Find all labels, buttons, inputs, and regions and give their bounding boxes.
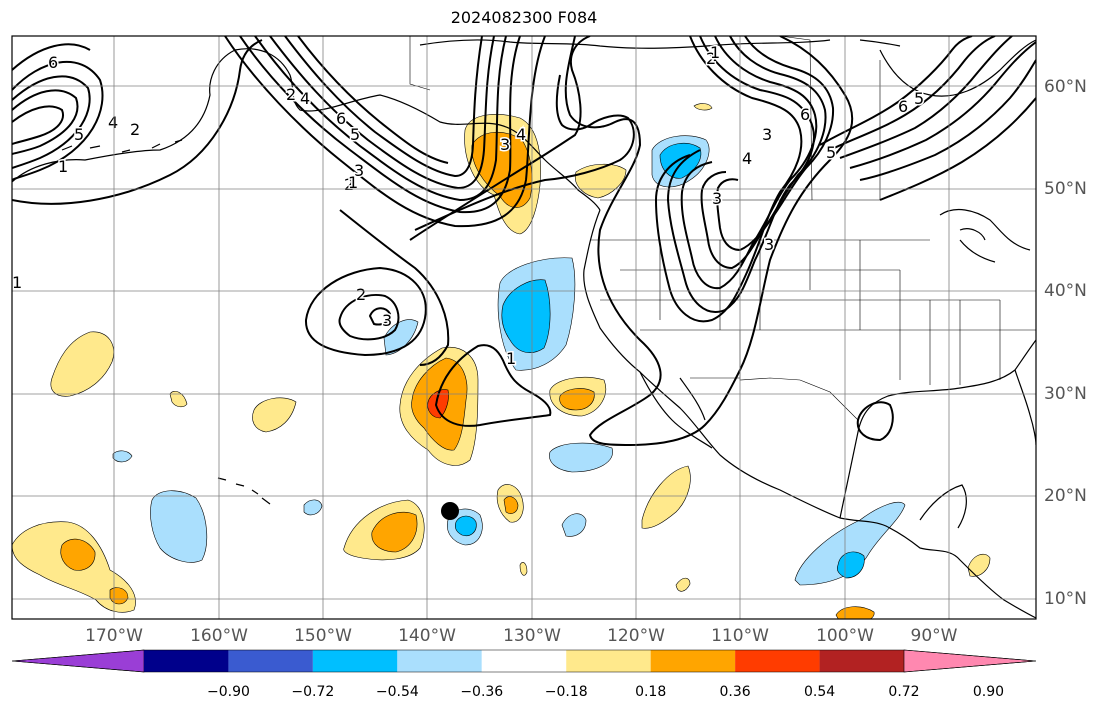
colorbar-segment	[481, 650, 567, 672]
graticule	[12, 36, 1036, 619]
colorbar-tick-label: −0.72	[291, 684, 335, 700]
contour-label: 6	[898, 97, 908, 116]
colorbar-segment	[144, 650, 229, 672]
lon-tick-label: 110°W	[711, 626, 769, 646]
colorbar-extend-max	[903, 649, 1037, 673]
contour-label: 6	[48, 53, 58, 72]
colorbar-tick-label: 0.36	[719, 684, 751, 700]
contour-label: 4	[742, 149, 752, 168]
colorbar-tick-label: 0.54	[803, 684, 836, 700]
lon-tick-label: 150°W	[294, 626, 352, 646]
contour-label: 3	[764, 235, 774, 254]
colorbar-tick-label: 0.90	[972, 684, 1005, 700]
colorbar-segment	[650, 650, 736, 672]
lon-tick-label: 130°W	[503, 626, 561, 646]
colorbar-segment	[819, 650, 904, 672]
colorbar-tick-label: 0.18	[635, 684, 667, 700]
colorbar	[11, 649, 1037, 673]
lon-tick-label: 100°W	[816, 626, 874, 646]
contour-label: 1	[348, 173, 358, 192]
storm-position-marker	[441, 502, 459, 520]
contour-labels: 6 5 4 2 1 2 3 6 5 4 3 2 1 1 2 3 1 4 3 6 …	[12, 42, 926, 370]
contour-label: 5	[914, 89, 924, 108]
lat-tick-label: 40°N	[1044, 281, 1087, 301]
contour-label: 4	[108, 113, 118, 132]
contour-label: 2	[356, 285, 366, 304]
contour-label: 3	[382, 311, 392, 330]
lon-tick-label: 90°W	[910, 626, 958, 646]
contour-label: 1	[710, 43, 720, 62]
lon-tick-label: 170°W	[85, 626, 143, 646]
contour-label: 3	[500, 135, 510, 154]
contour-label: 3	[354, 161, 364, 180]
lat-tick-label: 10°N	[1044, 589, 1087, 609]
contour-label: 6	[336, 109, 346, 128]
colorbar-segment	[228, 650, 313, 672]
contour-label: 1	[12, 273, 22, 292]
lat-tick-label: 60°N	[1044, 77, 1087, 97]
colorbar-outline	[11, 649, 1037, 673]
colorbar-tick-label: −0.90	[206, 684, 250, 700]
lat-tick-label: 30°N	[1044, 384, 1087, 404]
contour-label: 1	[506, 349, 516, 368]
colorbar-segment	[312, 650, 398, 672]
contour-label: 4	[300, 89, 310, 108]
map-border	[11, 35, 1037, 620]
contour-label: 2	[706, 49, 716, 68]
contour-label: 5	[350, 125, 360, 144]
colorbar-extend-min	[11, 649, 145, 673]
contour-label: 2	[344, 175, 354, 194]
colorbar-segment	[397, 650, 482, 672]
lon-tick-label: 140°W	[398, 626, 456, 646]
contour-label: 2	[286, 85, 296, 104]
colorbar-tick-label: −0.36	[460, 684, 504, 700]
lat-tick-label: 50°N	[1044, 179, 1087, 199]
contour-label: 1	[58, 157, 68, 176]
contour-label: 3	[762, 125, 772, 144]
colorbar-tick-label: −0.54	[375, 684, 419, 700]
contour-label: 6	[800, 105, 810, 124]
contour-label: 5	[826, 143, 836, 162]
map-title: 2024082300 F084	[450, 8, 598, 27]
contour-label: 5	[74, 125, 84, 144]
lon-tick-label: 160°W	[190, 626, 248, 646]
colorbar-segment	[566, 650, 651, 672]
contour-label: 3	[712, 189, 722, 208]
contour-lines	[12, 36, 1036, 447]
colorbar-tick-label: −0.18	[544, 684, 588, 700]
contour-label: 4	[516, 125, 526, 144]
coastlines	[12, 39, 1036, 619]
contour-label: 2	[130, 120, 140, 139]
colorbar-segment	[735, 650, 820, 672]
colorbar-tick-label: 0.72	[888, 684, 920, 700]
lon-tick-label: 120°W	[607, 626, 665, 646]
lat-tick-label: 20°N	[1044, 486, 1087, 506]
